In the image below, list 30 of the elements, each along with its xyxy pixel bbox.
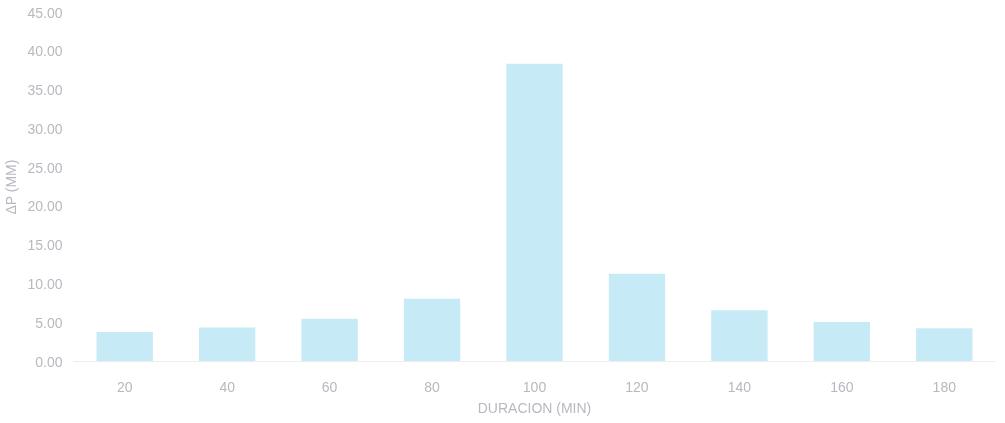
y-tick-label: 30.00: [27, 120, 63, 137]
bar: [403, 298, 461, 362]
y-tick-label: 25.00: [27, 159, 63, 176]
x-tick-label: 80: [424, 378, 441, 395]
y-tick-label: 20.00: [27, 198, 63, 215]
x-tick-label: 20: [116, 378, 133, 395]
y-tick-label: 35.00: [27, 82, 63, 99]
y-tick-label: 15.00: [27, 237, 63, 254]
y-tick-label: 5.00: [35, 314, 63, 331]
bar: [96, 332, 153, 362]
x-tick-label: 140: [727, 378, 752, 395]
x-tick-label: 180: [932, 378, 957, 395]
y-tick-label: 40.00: [27, 43, 63, 60]
bar: [608, 273, 666, 362]
x-tick-label: 120: [625, 378, 649, 395]
x-axis-title: DURACION (MIN): [477, 399, 592, 416]
y-axis-title: ΔP (MM): [3, 159, 20, 215]
y-tick-label: 45.00: [27, 4, 63, 21]
x-tick-label: 100: [522, 378, 547, 395]
bar: [711, 310, 768, 362]
x-tick-label: 60: [321, 378, 338, 395]
x-tick-label: 160: [830, 378, 854, 395]
bar: [813, 321, 871, 362]
y-tick-label: 0.00: [35, 353, 63, 370]
x-tick-label: 40: [219, 378, 236, 395]
bar: [916, 328, 973, 362]
bar: [506, 63, 563, 362]
bar: [198, 327, 256, 362]
bar: [301, 318, 358, 362]
y-tick-label: 10.00: [27, 275, 63, 292]
